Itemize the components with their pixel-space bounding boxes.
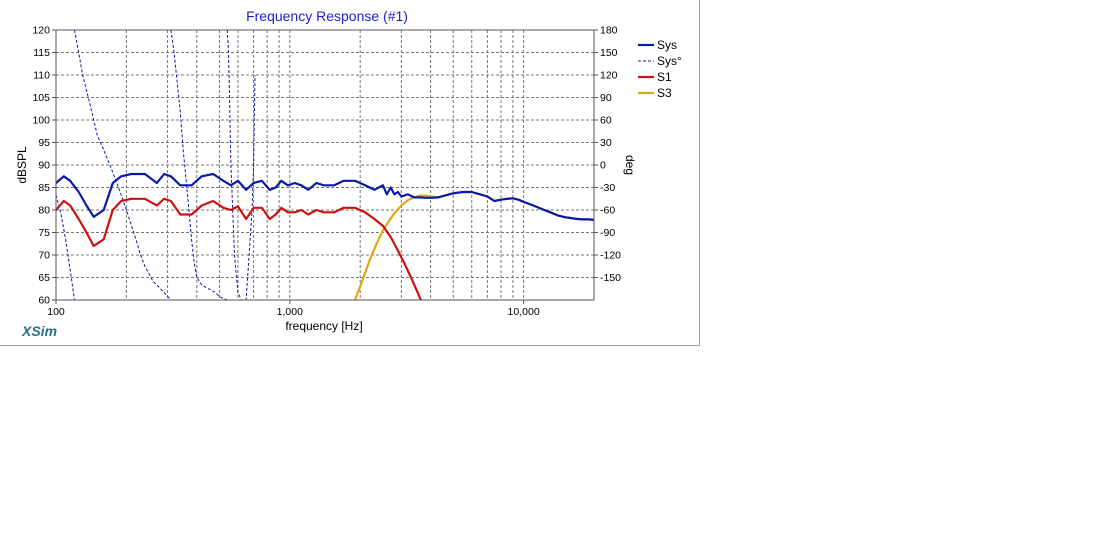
series-line-s3	[353, 190, 594, 300]
series-group	[56, 30, 594, 300]
y-tick-label: 100	[32, 115, 50, 127]
left-axis: 60 65 70 75 80 85 90 95 100 105 110 115 120	[32, 25, 56, 307]
y2-tick-label: 0	[600, 160, 606, 172]
y-tick-label: 95	[38, 137, 50, 149]
x-axis-label: frequency [Hz]	[285, 319, 362, 333]
y2-tick-label: 30	[600, 137, 612, 149]
y2-tick-label: 180	[600, 25, 618, 37]
x-tick-label: 1,000	[277, 306, 303, 318]
y2-tick-label: 150	[600, 47, 618, 59]
series-line-sys-phase	[226, 30, 256, 300]
y2-tick-label: -150	[600, 272, 621, 284]
y2-tick-label: -60	[600, 205, 615, 217]
frequency-response-chart: Frequency Response (#1) 60 65 70 75 80 85 90 95…	[15, 8, 682, 333]
x-tick-label: 10,000	[508, 306, 540, 318]
legend: Sys Sys° S1 S3	[638, 38, 682, 100]
y2-axis-label: deg	[623, 155, 637, 175]
y2-tick-label: -120	[600, 250, 621, 262]
y2-tick-label: -90	[600, 227, 615, 239]
series-line-sys	[56, 172, 594, 221]
y-axis-label: dBSPL	[15, 146, 29, 184]
grid	[56, 30, 594, 300]
y2-tick-label: -30	[600, 182, 615, 194]
y-tick-label: 110	[33, 70, 50, 82]
y-tick-label: 80	[38, 205, 50, 217]
y-tick-label: 65	[38, 272, 50, 284]
series-line-sys-phase	[170, 30, 228, 300]
y-tick-label: 105	[32, 92, 50, 104]
x-tick-label: 100	[47, 306, 65, 318]
y-tick-label: 85	[38, 182, 50, 194]
y-tick-label: 60	[38, 295, 50, 307]
series-layer	[56, 30, 594, 300]
y2-tick-label: 60	[600, 115, 612, 127]
y-tick-label: 90	[38, 160, 50, 172]
legend-label-s3: S3	[657, 86, 672, 100]
legend-label-sys: Sys	[657, 38, 677, 52]
series-line-sys-phase	[74, 30, 172, 300]
y2-tick-label: 90	[600, 92, 612, 104]
y-tick-label: 120	[32, 25, 50, 37]
y2-tick-label: 120	[600, 70, 618, 82]
y-tick-label: 75	[38, 227, 50, 239]
series-line-s1	[56, 197, 423, 300]
y-tick-label: 115	[33, 47, 50, 59]
series-line-sys-phase	[56, 194, 75, 300]
y-tick-label: 70	[38, 250, 50, 262]
legend-label-sys-phase: Sys°	[657, 54, 682, 68]
chart-title: Frequency Response (#1)	[246, 8, 408, 24]
x-axis: 100 1,000 10,000	[47, 300, 540, 318]
chart-panel: Frequency Response (#1) 60 65 70 75 80 85 90 95…	[0, 0, 700, 346]
right-axis: -150 -120 -90 -60 -30 0 30 60 90 120 150 180	[594, 25, 621, 284]
app-logo: XSim	[22, 323, 58, 339]
legend-label-s1: S1	[657, 70, 672, 84]
